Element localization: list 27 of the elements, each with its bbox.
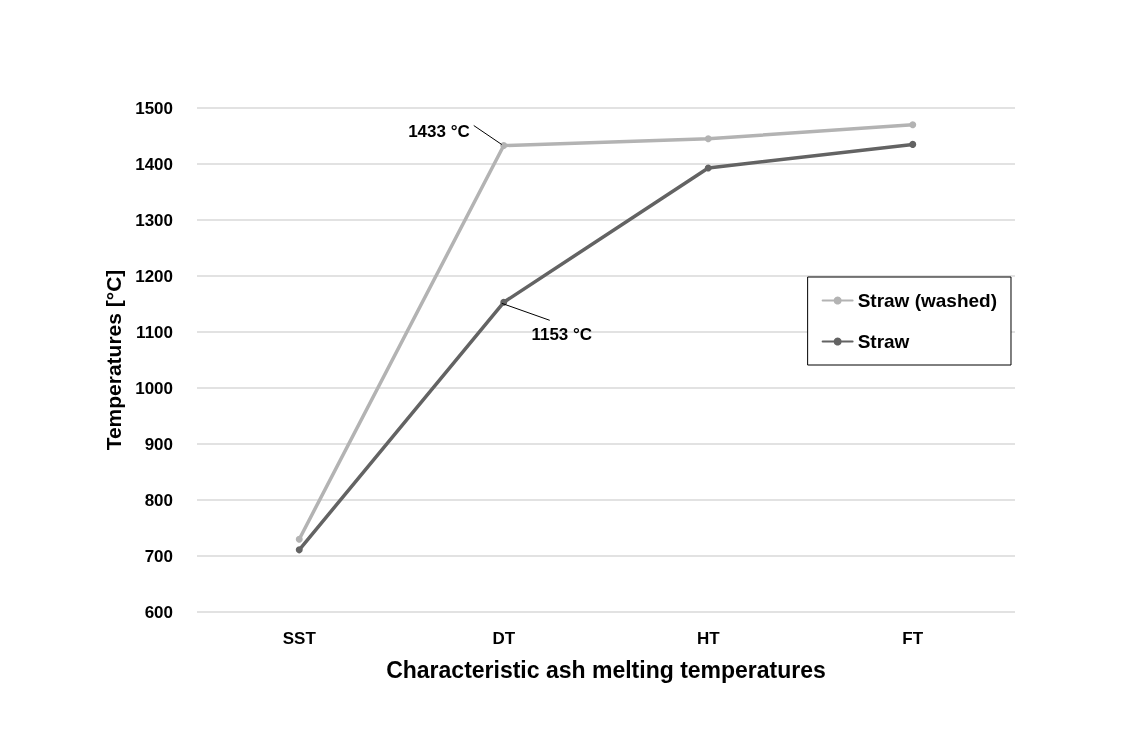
- y-tick-label: 1500: [135, 98, 173, 118]
- y-tick-label: 1300: [135, 210, 173, 230]
- point: [909, 140, 917, 148]
- y-tick-label: 1000: [135, 378, 173, 398]
- y-tick-label: 1400: [135, 154, 173, 174]
- x-tick-label: DT: [492, 629, 516, 648]
- y-tick-label: 1100: [136, 322, 173, 342]
- y-tick-label: 1200: [135, 266, 173, 286]
- annotation: 1433 °C: [408, 122, 470, 142]
- legend-label: Straw (washed): [857, 290, 998, 311]
- point: [295, 546, 303, 554]
- y-tick-label: 700: [144, 546, 173, 566]
- y-tick-label: 600: [144, 602, 173, 622]
- y-tick-label: 800: [144, 490, 173, 510]
- point: [704, 164, 712, 172]
- y-axis-title: Temperatures [°C]: [102, 269, 126, 451]
- y-tick-label: 900: [144, 434, 173, 454]
- point: [909, 121, 917, 129]
- x-tick-label: FT: [902, 629, 924, 648]
- x-tick-label: HT: [696, 629, 721, 648]
- point: [295, 535, 303, 543]
- point: [500, 142, 508, 150]
- x-axis-title: Characteristic ash melting temperatures: [386, 656, 826, 683]
- point: [704, 135, 712, 143]
- annotation: 1153 °C: [531, 324, 593, 344]
- legend-label: Straw: [857, 331, 910, 352]
- x-tick-label: SST: [282, 629, 317, 648]
